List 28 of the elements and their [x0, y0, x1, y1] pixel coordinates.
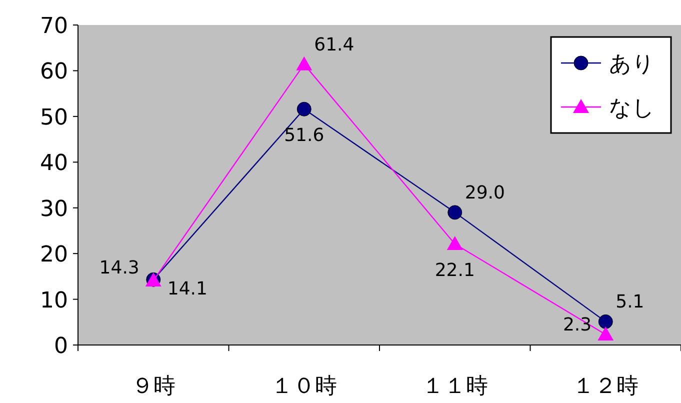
- data-label: 14.3: [99, 258, 140, 279]
- data-label: 22.1: [434, 260, 475, 281]
- y-tick-label: 30: [40, 196, 68, 222]
- point: [598, 314, 613, 329]
- y-tick-label: 10: [40, 288, 68, 314]
- data-label: 2.3: [562, 314, 592, 336]
- y-tick-label: 0: [54, 334, 68, 359]
- point: [296, 56, 312, 70]
- data-label: 14.1: [167, 278, 208, 300]
- y-tick-label: 40: [40, 151, 68, 176]
- x-tick-label: １０時: [271, 374, 338, 399]
- y-tick-label: 60: [40, 60, 68, 85]
- point: [446, 236, 463, 250]
- x-tick-label: １１時: [422, 374, 488, 399]
- point: [448, 205, 462, 220]
- legend-label: あり: [609, 52, 655, 77]
- point: [296, 102, 312, 116]
- x-tick-label: １２時: [572, 374, 639, 399]
- data-label: 5.1: [616, 292, 644, 313]
- data-label: 51.6: [284, 125, 324, 146]
- legend-label: なし: [609, 96, 655, 121]
- x-tick-label: ９時: [131, 374, 176, 399]
- y-tick-label: 20: [40, 242, 68, 268]
- data-label: 29.0: [464, 182, 505, 204]
- y-tick-label: 50: [40, 105, 68, 130]
- point: [598, 326, 614, 340]
- y-tick-label: 70: [40, 14, 68, 39]
- data-label: 61.4: [314, 34, 354, 56]
